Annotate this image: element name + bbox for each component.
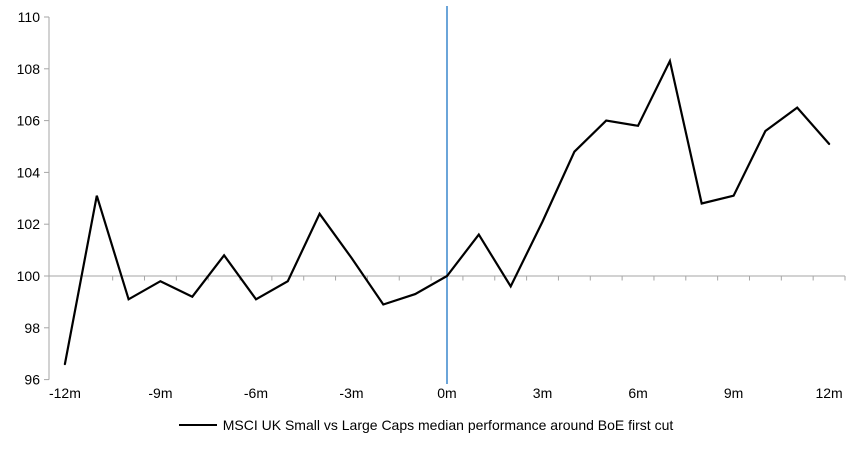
x-axis-label: 0m bbox=[437, 385, 456, 401]
y-axis-label: 98 bbox=[24, 320, 40, 336]
legend-line-marker bbox=[178, 424, 217, 426]
legend: MSCI UK Small vs Large Caps median perfo… bbox=[0, 417, 852, 433]
y-axis-label: 110 bbox=[18, 9, 41, 25]
y-axis-label: 102 bbox=[17, 216, 41, 232]
x-axis-label: -9m bbox=[148, 385, 172, 401]
y-axis-label: 100 bbox=[17, 268, 41, 284]
x-axis-label: 6m bbox=[628, 385, 647, 401]
x-axis-label: -3m bbox=[339, 385, 363, 401]
y-axis-label: 108 bbox=[17, 61, 41, 77]
y-axis-label: 96 bbox=[24, 372, 40, 388]
x-axis-label: 9m bbox=[724, 385, 743, 401]
x-axis-label: 12m bbox=[815, 385, 842, 401]
x-axis-label: -12m bbox=[49, 385, 81, 401]
series-line bbox=[63, 57, 831, 366]
legend-label: MSCI UK Small vs Large Caps median perfo… bbox=[222, 417, 674, 433]
x-axis-label: -6m bbox=[244, 385, 268, 401]
x-axis-label: 3m bbox=[533, 385, 552, 401]
y-axis-label: 106 bbox=[17, 113, 41, 129]
y-axis-label: 104 bbox=[17, 164, 41, 180]
